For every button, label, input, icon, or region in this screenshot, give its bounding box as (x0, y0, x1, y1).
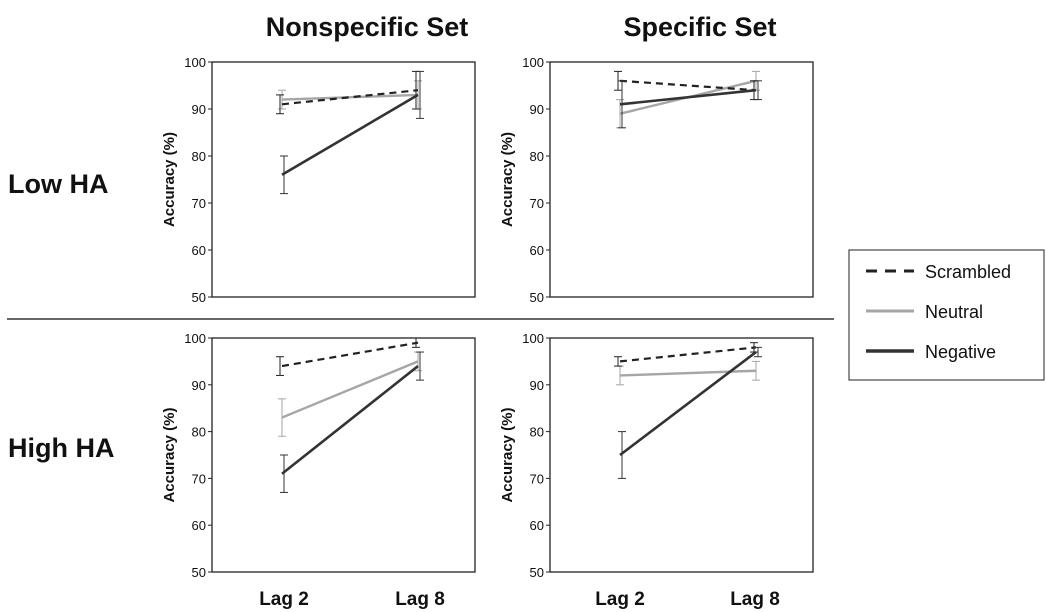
error-bar-scrambled (276, 94, 284, 115)
error-bar-scrambled (614, 356, 622, 367)
plot-frame (549, 337, 814, 573)
series-line-scrambled (619, 346, 757, 363)
legend-label-scrambled: Scrambled (925, 262, 1011, 282)
y-tick-label: 100 (184, 331, 206, 346)
error-bar-negative (416, 351, 424, 381)
y-tick-label: 100 (184, 55, 206, 70)
y-tick-label: 50 (530, 565, 544, 580)
legend-label-neutral: Neutral (925, 302, 983, 322)
y-tick-label: 60 (192, 243, 206, 258)
error-bar-scrambled (276, 356, 284, 376)
row-label-low-ha: Low HA (8, 169, 109, 199)
panel-low-nonspecific: 50 60 70 80 90 100 Accuracy (%) (161, 55, 476, 305)
y-tick-label: 90 (192, 378, 206, 393)
error-bar-negative (754, 346, 762, 358)
series-line-scrambled (619, 79, 757, 92)
error-bar-negative (754, 80, 762, 101)
y-tick-label: 50 (530, 290, 544, 305)
panels: 50 60 70 80 90 100 Accuracy (%) 50 60 70 80 90 100 Ac… (161, 55, 814, 580)
y-tick-label: 90 (530, 378, 544, 393)
panel-low-specific: 50 60 70 80 90 100 Accuracy (%) (499, 55, 814, 305)
y-tick-label: 90 (530, 102, 544, 117)
y-tick-label: 70 (192, 196, 206, 211)
y-tick-label: 70 (192, 471, 206, 486)
series-line-negative (281, 365, 419, 475)
series-line-neutral (619, 369, 757, 377)
xcat-nonspecific-lag8: Lag 8 (395, 589, 445, 610)
y-tick-label: 80 (192, 149, 206, 164)
y-axis-label: Accuracy (%) (499, 132, 516, 227)
row-label-high-ha: High HA (8, 433, 114, 463)
y-tick-label: 100 (522, 331, 544, 346)
legend-box (848, 249, 1045, 381)
series-line-negative (281, 93, 419, 176)
y-tick-label: 80 (530, 425, 544, 440)
series-line-scrambled (281, 341, 419, 368)
series-line-neutral (281, 360, 419, 419)
error-bar-negative (416, 70, 424, 119)
column-title-specific: Specific Set (623, 12, 776, 42)
column-title-nonspecific: Nonspecific Set (266, 12, 469, 42)
plot-frame (549, 61, 814, 298)
panel-high-nonspecific: 50 60 70 80 90 100 Accuracy (%) (161, 331, 476, 580)
y-axis-label: Accuracy (%) (161, 407, 178, 502)
xcat-nonspecific-lag2: Lag 2 (259, 589, 309, 610)
xcat-specific-lag2: Lag 2 (595, 589, 645, 610)
y-tick-label: 90 (192, 102, 206, 117)
y-tick-label: 50 (192, 290, 206, 305)
plot-frame (211, 337, 476, 573)
series-line-neutral (281, 93, 419, 101)
legend: Scrambled Neutral Negative (848, 249, 1045, 381)
y-tick-label: 80 (530, 149, 544, 164)
y-tick-label: 80 (192, 425, 206, 440)
plot-frame (211, 61, 476, 298)
series-line-negative (619, 88, 757, 106)
series-line-scrambled (281, 89, 419, 106)
y-axis-label: Accuracy (%) (499, 407, 516, 502)
y-tick-label: 70 (530, 471, 544, 486)
y-tick-label: 50 (192, 565, 206, 580)
y-tick-label: 60 (192, 518, 206, 533)
y-tick-label: 100 (522, 55, 544, 70)
xcat-specific-lag8: Lag 8 (730, 589, 780, 610)
y-axis-label: Accuracy (%) (161, 132, 178, 227)
series-line-negative (619, 351, 757, 457)
y-tick-label: 60 (530, 243, 544, 258)
legend-label-negative: Negative (925, 342, 996, 362)
y-tick-label: 70 (530, 196, 544, 211)
panel-high-specific: 50 60 70 80 90 100 Accuracy (%) (499, 331, 814, 580)
y-tick-label: 60 (530, 518, 544, 533)
